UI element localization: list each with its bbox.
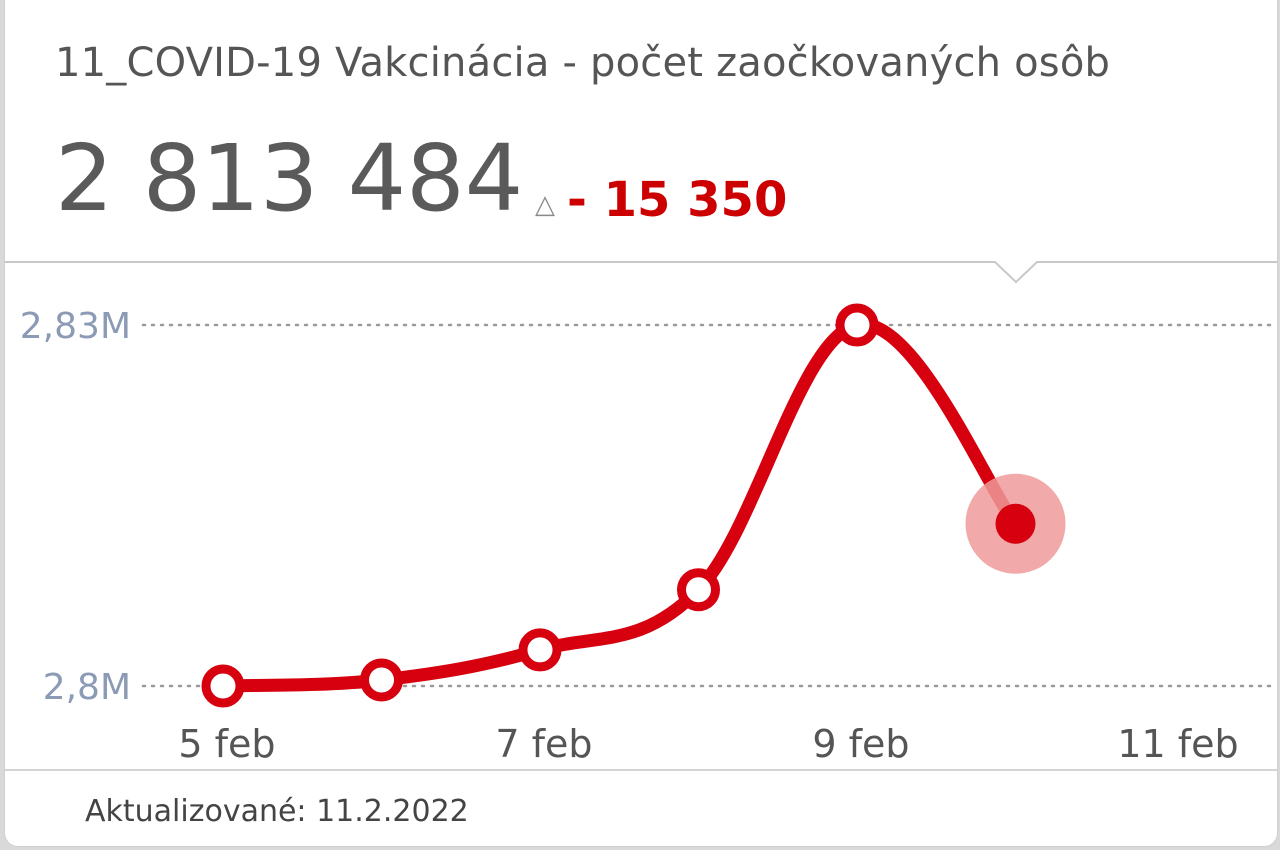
data-point[interactable] [201,664,245,708]
delta-value: - 15 350 [567,172,788,228]
card-title: 11_COVID-19 Vakcinácia - počet zaočkovan… [55,40,1111,86]
total-value: 2 813 484 [55,125,524,232]
updated-text: Aktualizované: 11.2.2022 [85,794,469,829]
y-tick-label: 2,8M [43,667,131,708]
line-chart: 2,83M 2,8M 5 feb 7 feb 9 feb 11 feb [5,261,1277,771]
delta-icon: △ [535,190,555,220]
vaccination-card: 11_COVID-19 Vakcinácia - počet zaočkovan… [4,0,1278,847]
x-tick-label: 7 feb [495,722,592,766]
x-tick-label: 9 feb [812,722,909,766]
x-tick-label: 11 feb [1117,722,1238,766]
data-point[interactable] [677,568,720,612]
data-point-selected[interactable] [995,503,1036,544]
data-point[interactable] [518,628,562,672]
header-divider [5,261,1277,284]
x-tick-label: 5 feb [178,722,275,766]
data-point[interactable] [360,658,403,702]
y-tick-label: 2,83M [20,306,131,347]
data-point[interactable] [835,303,879,347]
series-line [216,318,1022,693]
